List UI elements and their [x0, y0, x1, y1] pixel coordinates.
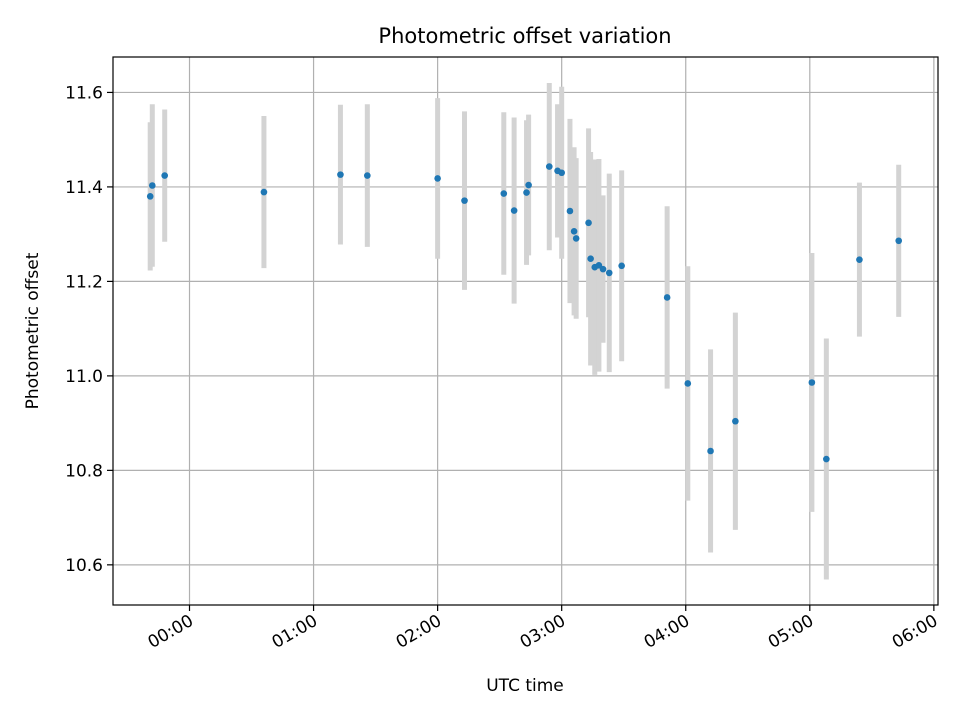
y-tick-label: 11.2 — [65, 272, 103, 292]
chart-title: Photometric offset variation — [378, 24, 671, 48]
data-point — [856, 256, 863, 263]
data-point — [461, 197, 468, 204]
data-point — [434, 175, 441, 182]
y-tick-label: 10.8 — [65, 461, 103, 481]
data-point — [566, 207, 574, 215]
x-axis-label: UTC time — [486, 676, 564, 696]
plot-frame — [112, 56, 939, 606]
data-point — [148, 182, 156, 189]
data-point — [808, 379, 816, 386]
data-point — [587, 255, 594, 263]
y-tick-label: 11.0 — [65, 367, 103, 387]
data-point — [599, 265, 607, 273]
data-point — [618, 262, 625, 270]
data-point — [146, 193, 154, 200]
data-point — [161, 172, 168, 179]
data-point — [707, 447, 714, 455]
data-point — [260, 188, 268, 196]
data-point — [572, 235, 580, 242]
y-axis-label: Photometric offset — [23, 252, 43, 409]
data-point — [684, 380, 692, 387]
data-point — [337, 171, 344, 178]
data-point — [558, 169, 565, 177]
data-point — [364, 172, 371, 179]
data-point — [605, 269, 613, 277]
y-tick-label: 11.6 — [65, 83, 103, 103]
data-point — [510, 207, 518, 214]
data-point — [823, 455, 830, 463]
y-axis: 10.6 10.8 11.0 11.2 11.4 11.6 — [65, 83, 113, 576]
y-tick-label: 10.6 — [65, 556, 103, 576]
data-point — [663, 294, 671, 301]
data-point — [545, 163, 553, 170]
data-point — [895, 237, 903, 245]
data-point — [525, 181, 532, 189]
data-point — [732, 417, 739, 425]
data-point — [523, 189, 530, 196]
y-tick-label: 11.4 — [65, 178, 103, 198]
data-points — [146, 163, 903, 463]
data-point — [570, 228, 578, 235]
data-point — [500, 190, 508, 197]
data-point — [585, 219, 592, 227]
